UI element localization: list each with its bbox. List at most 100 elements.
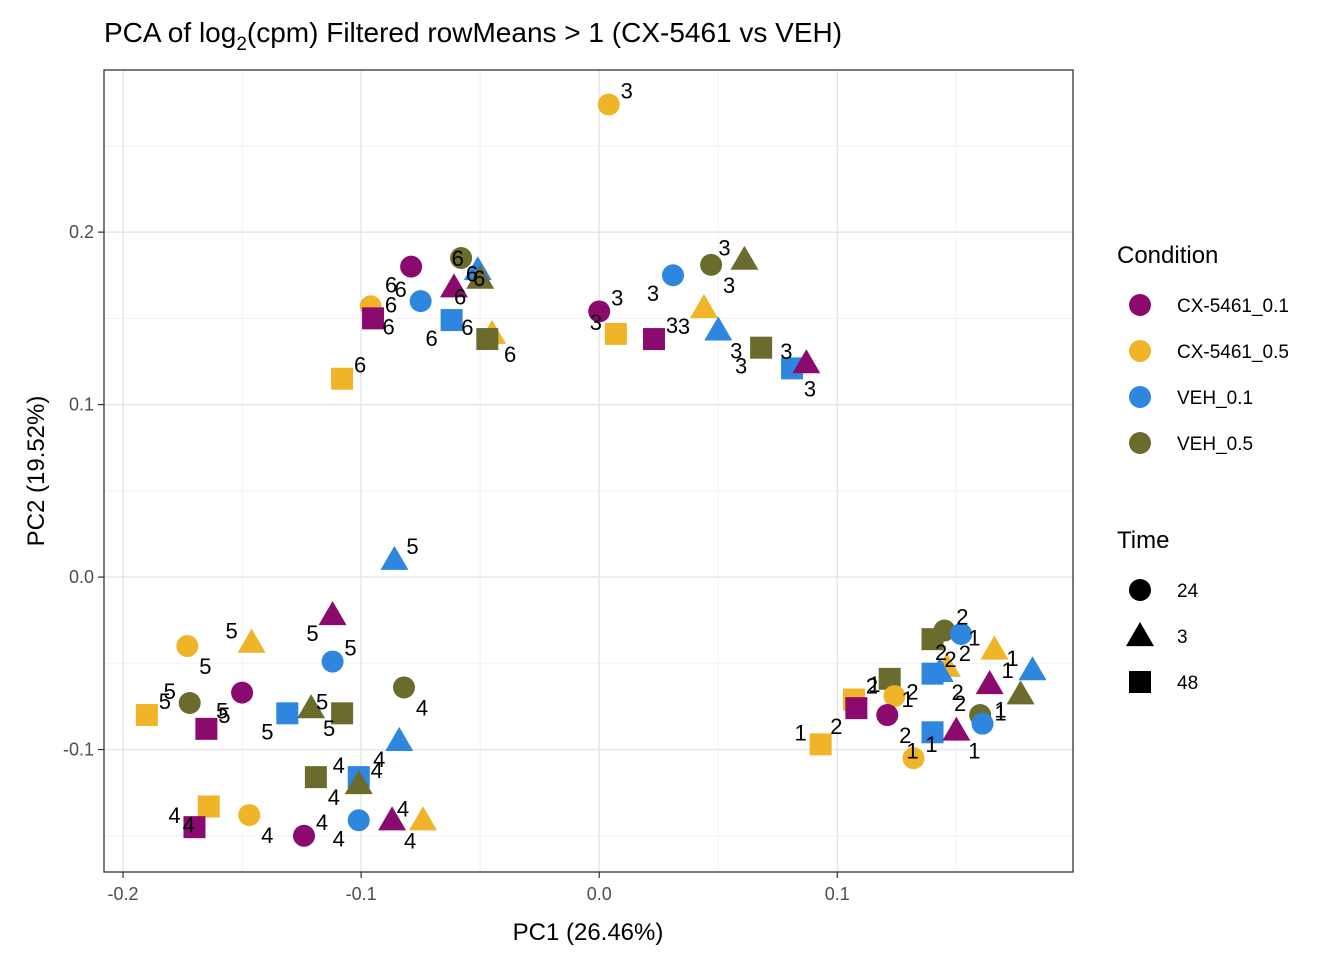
data-point-label: 5 [406, 534, 418, 559]
data-point [344, 770, 373, 795]
legend-key-shape [1129, 671, 1151, 693]
data-point [237, 628, 266, 653]
grid-layer [104, 70, 1073, 872]
data-point [439, 273, 468, 298]
data-point-label: 6 [454, 285, 466, 310]
data-point-label: 1 [902, 687, 914, 712]
data-point [781, 357, 804, 380]
data-point-label: 6 [395, 277, 407, 302]
data-point [231, 681, 254, 704]
legend-key-circle [1129, 386, 1151, 408]
plot-border [103, 69, 1074, 873]
data-point-label: 6 [385, 273, 397, 298]
data-point-label: 4 [328, 785, 340, 810]
data-point [925, 657, 954, 683]
data-point-label: 5 [164, 679, 176, 704]
data-point [662, 264, 685, 287]
data-point [392, 676, 415, 699]
data-point [318, 601, 347, 626]
data-point-label: 5 [344, 636, 356, 661]
data-point [292, 824, 315, 847]
tick-layer: -0.2 -0.1 0.0 0.1 -0.1 0.0 0.1 0.2 [63, 222, 850, 904]
chart-title-main: PCA of log [104, 17, 236, 48]
legend-condition-label: CX-5461_0.5 [1177, 342, 1289, 363]
data-point-label: 4 [373, 747, 385, 772]
data-point [378, 806, 407, 831]
data-point-label: 1 [868, 672, 880, 697]
data-point-label: 4 [371, 758, 383, 783]
data-point [297, 694, 326, 719]
data-point-label: 6 [383, 314, 395, 339]
x-tick-label: 0.0 [587, 884, 612, 904]
data-point [183, 816, 206, 839]
data-point-label: 4 [333, 753, 345, 778]
data-point [700, 253, 723, 276]
data-point-label: 6 [473, 266, 485, 291]
data-point-label: 1 [795, 720, 807, 745]
data-point-label: 3 [611, 285, 623, 310]
y-tick-label: 0.0 [69, 567, 94, 587]
data-point [195, 717, 218, 740]
point-layer [135, 93, 1047, 847]
data-point-label: 6 [425, 326, 437, 351]
data-point [845, 697, 868, 720]
data-point [409, 806, 438, 831]
data-point-label: 2 [944, 647, 956, 672]
y-tick-label: -0.1 [63, 740, 94, 760]
data-point [197, 795, 220, 818]
data-point [331, 367, 354, 390]
legend-time-title: Time [1117, 527, 1169, 554]
chart-title-rest: (cpm) Filtered rowMeans > 1 (CX-5461 vs … [247, 17, 842, 48]
data-point-label: 3 [804, 376, 816, 401]
data-point-label: 6 [504, 342, 516, 367]
data-point-label: 4 [333, 826, 345, 851]
data-point [347, 809, 370, 832]
data-point [440, 309, 463, 332]
chart-title-subscript: 2 [236, 34, 247, 55]
data-point [238, 804, 261, 827]
legend-key-shape [1129, 579, 1151, 601]
data-point [792, 349, 821, 374]
data-point-label: 4 [183, 812, 195, 837]
y-tick-label: 0.2 [69, 222, 94, 242]
data-point [950, 622, 973, 645]
data-point-label: 6 [461, 315, 473, 340]
data-point-label: 5 [216, 699, 228, 724]
data-point [750, 336, 773, 359]
data-point-label: 5 [225, 619, 237, 644]
data-point-label: 5 [218, 703, 230, 728]
legend-key-shape [1126, 622, 1154, 647]
data-point-label: 1 [925, 732, 937, 757]
legend: Condition CX-5461_0.1 CX-5461_0.5 VEH_0.1 VE… [1117, 242, 1289, 694]
data-point-label: 2 [954, 691, 966, 716]
data-point-label: 2 [866, 674, 878, 699]
data-point [304, 766, 327, 789]
data-point-label: 2 [956, 605, 968, 630]
x-tick-label: 0.1 [825, 884, 850, 904]
data-point [362, 307, 385, 330]
data-point-label: 5 [159, 689, 171, 714]
data-point-label: 3 [730, 338, 742, 363]
data-point [975, 670, 1004, 695]
plot-panel [104, 70, 1073, 872]
data-point-label: 4 [316, 810, 328, 835]
data-point [476, 328, 499, 351]
legend-condition-label: VEH_0.1 [1177, 388, 1253, 409]
data-point [331, 702, 354, 725]
data-point-label: 1 [994, 700, 1006, 725]
data-point [878, 667, 901, 690]
data-point [1006, 680, 1035, 705]
data-point [450, 246, 473, 269]
x-axis-title: PC1 (26.46%) [513, 919, 664, 946]
data-point [902, 747, 925, 770]
data-point-label: 6 [466, 261, 478, 286]
data-point [135, 704, 158, 727]
legend-key-circle [1129, 340, 1151, 362]
data-point [809, 733, 832, 756]
data-point [704, 316, 733, 341]
data-point [876, 704, 899, 727]
data-point-label: 5 [199, 654, 211, 679]
data-point-label: 4 [168, 803, 180, 828]
